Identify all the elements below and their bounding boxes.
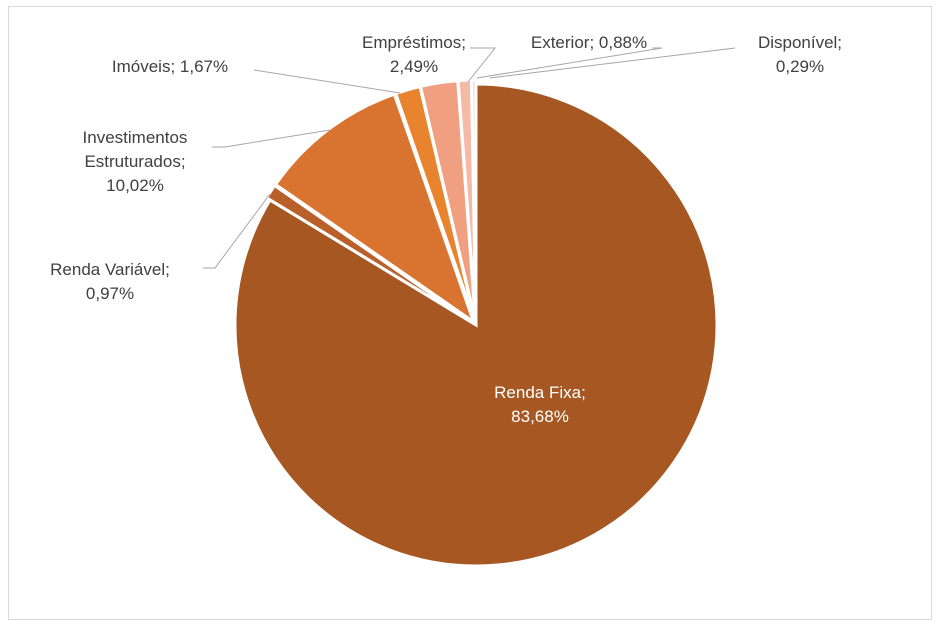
data-label-exterior: Exterior; 0,88% — [531, 33, 647, 52]
data-label-disponivel: Disponível; 0,29% — [758, 33, 842, 76]
leader-line-renda-variavel — [203, 193, 271, 269]
data-label-renda-fixa: Renda Fixa; 83,68% — [494, 383, 586, 426]
data-label-emprestimos: Empréstimos; 2,49% — [362, 33, 466, 76]
leader-line-investimentos-estruturados — [212, 129, 331, 148]
pie-slice-disponivel — [470, 78, 478, 322]
leader-line-exterior — [476, 47, 663, 79]
data-label-investimentos-estruturados: Investimentos Estruturados; 10,02% — [83, 128, 188, 195]
leader-line-emprestimos — [467, 47, 497, 83]
leader-line-disponivel — [489, 47, 736, 79]
data-label-renda-variavel: Renda Variável; 0,97% — [50, 260, 170, 303]
data-label-imoveis: Imóveis; 1,67% — [112, 57, 228, 76]
pie-slice-renda-fixa — [233, 82, 719, 568]
leader-line-imoveis — [253, 69, 401, 94]
